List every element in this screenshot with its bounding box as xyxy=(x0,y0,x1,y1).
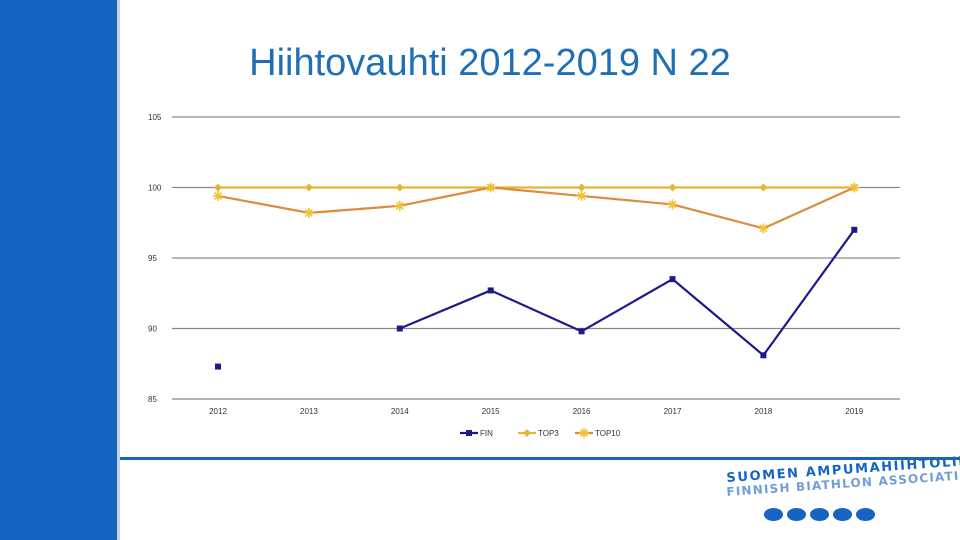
x-tick-label: 2014 xyxy=(391,407,409,416)
left-accent-bar xyxy=(0,0,117,540)
association-logo: SUOMEN AMPUMAHIIHTOLIITTO FINNISH BIATHL… xyxy=(720,452,960,528)
left-accent-edge xyxy=(117,0,120,540)
point-fin xyxy=(487,287,494,294)
x-tick-label: 2015 xyxy=(482,407,500,416)
point-top3 xyxy=(577,183,586,192)
logo-dot xyxy=(833,508,852,521)
point-top3 xyxy=(759,183,768,192)
legend-marker-fin xyxy=(466,430,472,436)
y-tick-label: 90 xyxy=(148,325,157,334)
logo-dot xyxy=(787,508,806,521)
point-top3 xyxy=(668,183,677,192)
x-tick-label: 2013 xyxy=(300,407,318,416)
logo-dot xyxy=(764,508,783,521)
legend-marker-top3 xyxy=(523,429,531,437)
line-chart: 85 90 95 100 105 2012 2013 2014 2015 2016 2017 2018… xyxy=(148,113,900,438)
point-fin xyxy=(851,226,858,233)
x-tick-label: 2012 xyxy=(209,407,227,416)
slide-title: Hiihtovauhti 2012-2019 N 22 xyxy=(249,42,731,84)
point-top10 xyxy=(667,199,678,210)
point-top10 xyxy=(213,190,223,201)
legend-marker-top10 xyxy=(579,428,589,438)
point-fin xyxy=(578,328,585,335)
point-top3 xyxy=(395,183,404,192)
logo-dot xyxy=(810,508,829,521)
x-tick-label: 2016 xyxy=(573,407,591,416)
x-tick-label: 2018 xyxy=(755,407,773,416)
point-fin xyxy=(760,352,767,359)
x-tick-label: 2019 xyxy=(845,407,863,416)
logo-dots xyxy=(764,508,875,521)
point-top10 xyxy=(394,200,405,211)
point-fin xyxy=(396,325,403,332)
x-tick-label: 2017 xyxy=(664,407,682,416)
y-tick-label: 85 xyxy=(148,395,157,404)
point-top10 xyxy=(485,182,496,193)
series-line-fin xyxy=(399,229,856,357)
legend-label-top3: TOP3 xyxy=(538,429,559,438)
y-tick-label: 100 xyxy=(148,184,162,193)
y-tick-label: 105 xyxy=(148,113,162,122)
point-top3 xyxy=(214,183,222,192)
point-top3 xyxy=(304,183,313,192)
point-top10 xyxy=(849,182,860,193)
legend-label-top10: TOP10 xyxy=(595,429,621,438)
legend-label-fin: FIN xyxy=(480,429,493,438)
bottom-divider xyxy=(120,457,960,460)
logo-dot xyxy=(856,508,875,521)
point-top10 xyxy=(758,223,769,234)
point-fin xyxy=(215,363,221,370)
series-line-top10 xyxy=(217,186,855,230)
y-tick-label: 95 xyxy=(148,254,157,263)
point-top10 xyxy=(303,207,314,218)
point-fin xyxy=(669,276,676,283)
point-top10 xyxy=(576,190,587,201)
